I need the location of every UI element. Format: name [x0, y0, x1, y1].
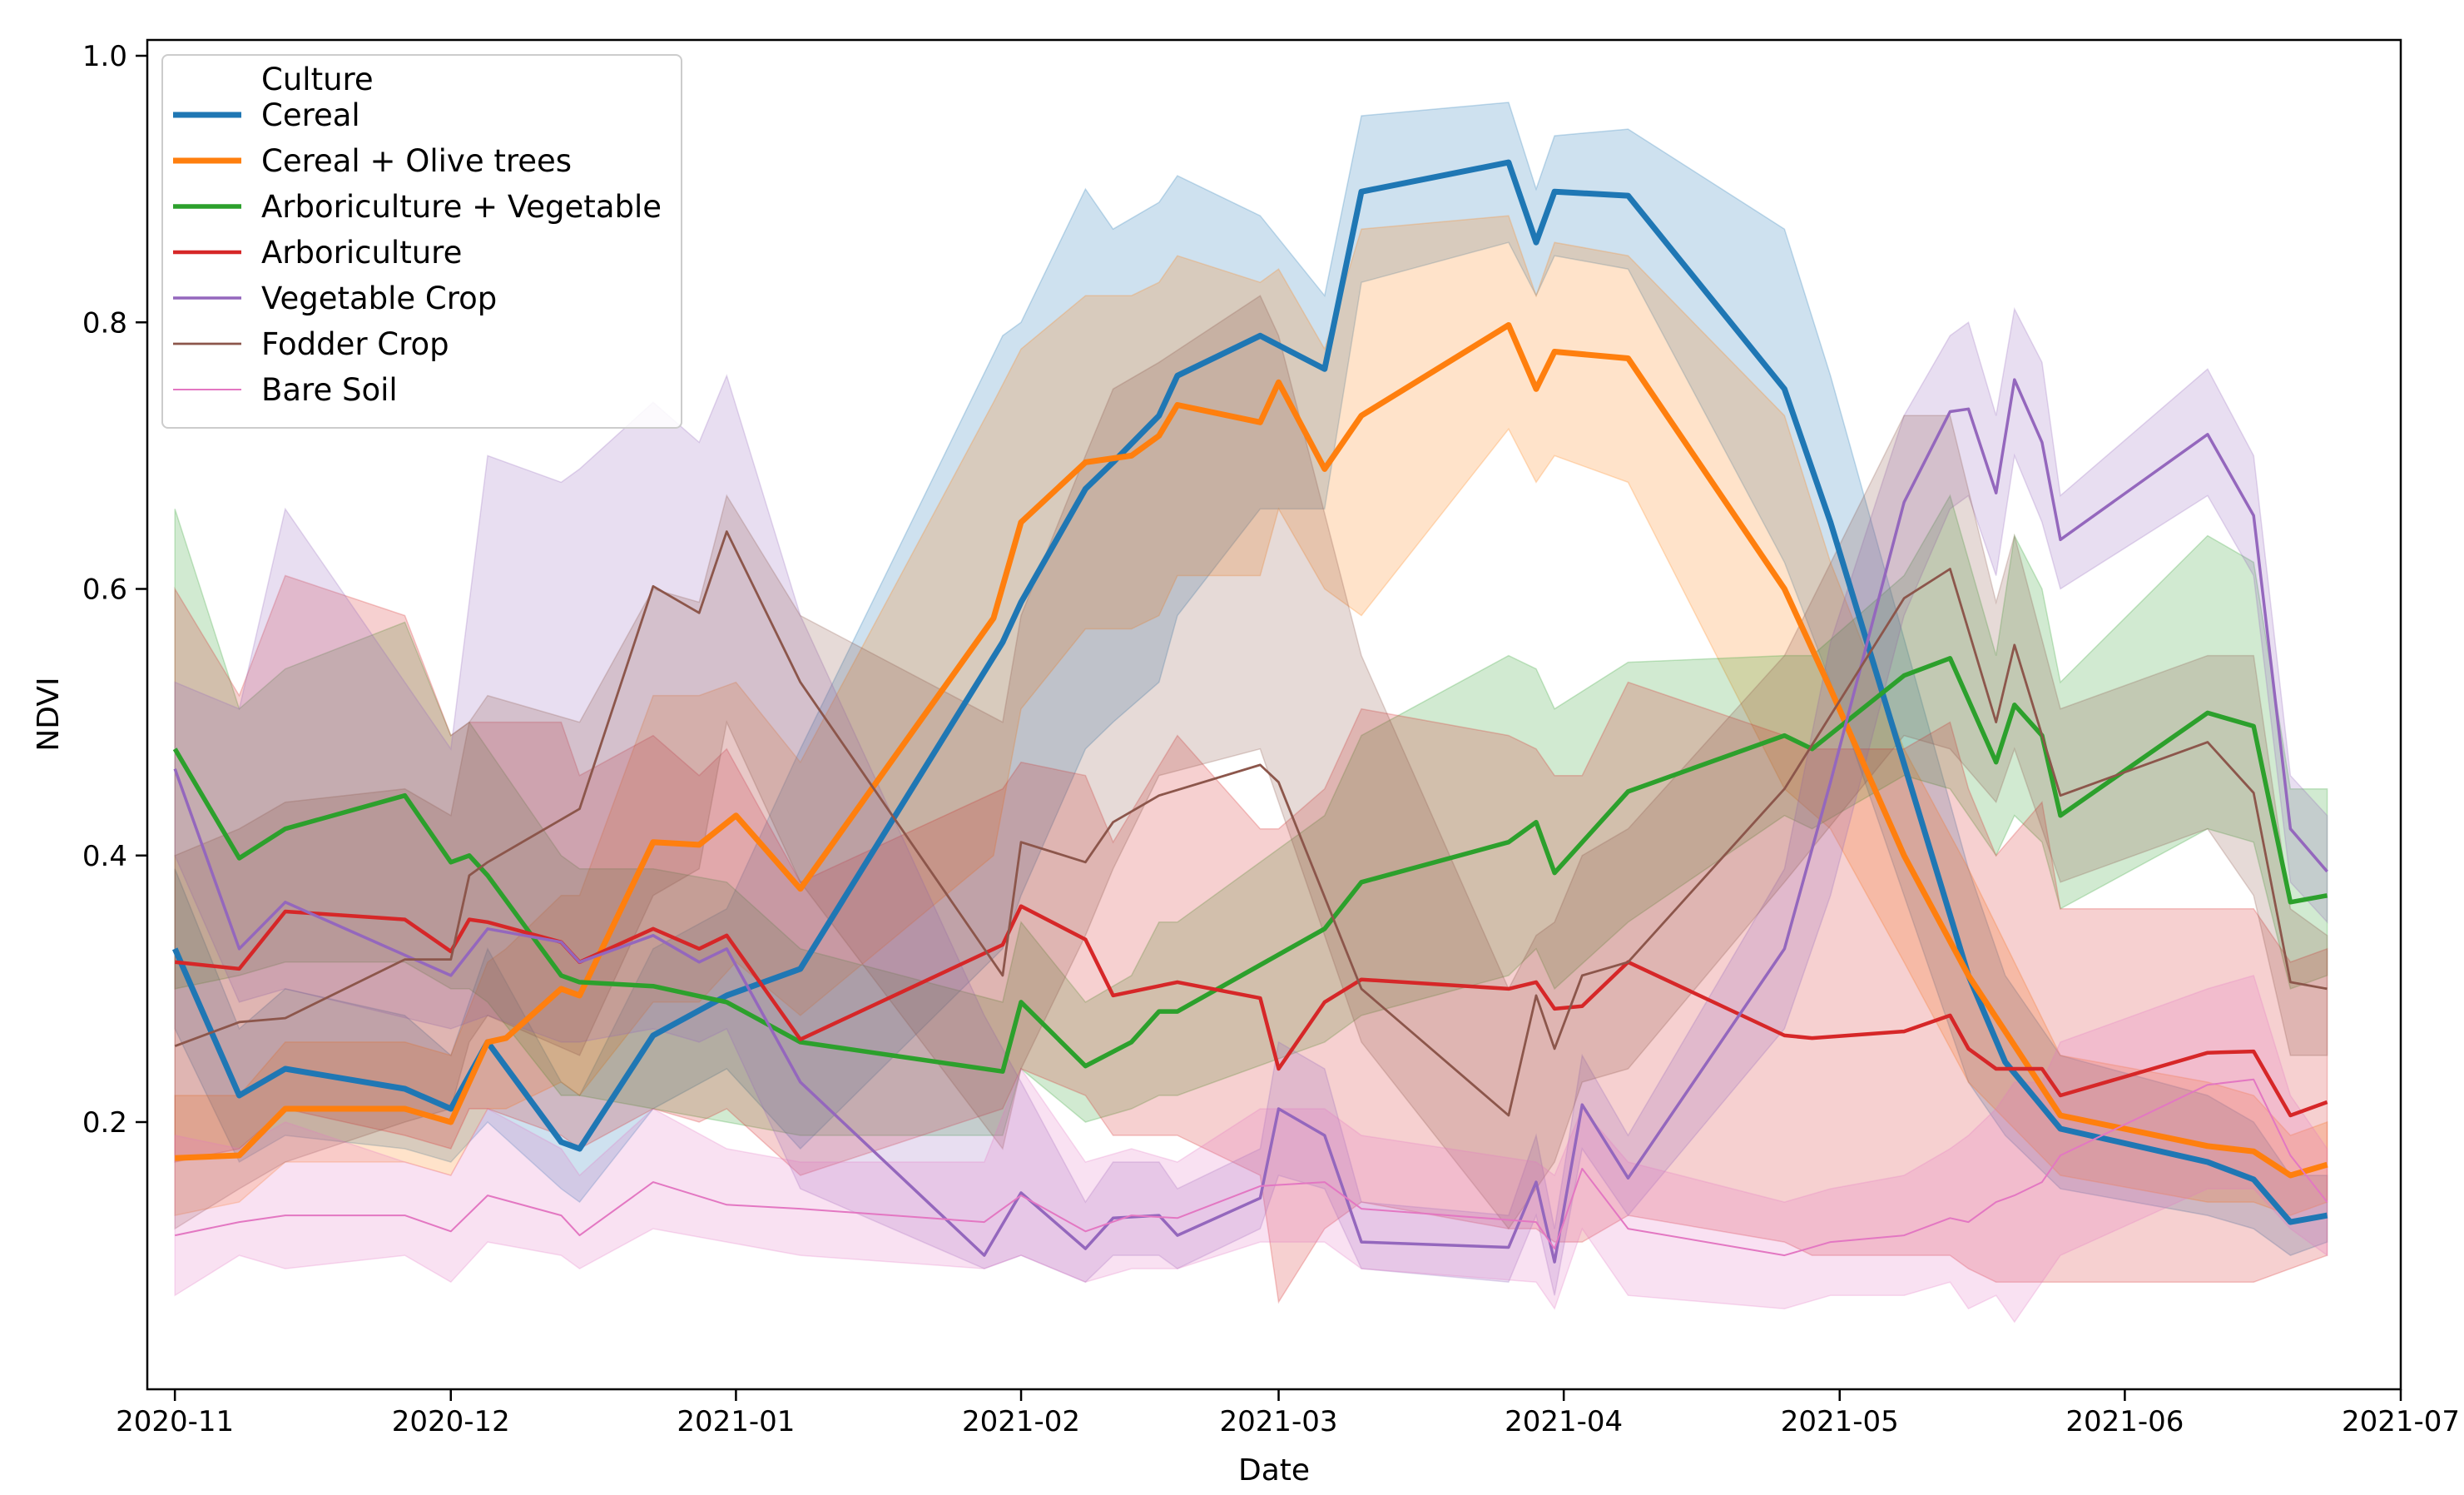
x-axis: 2020-11 2020-12 2021-01 2021-02 2021-03 2021-…: [116, 1389, 2460, 1438]
band-bare-soil: [174, 974, 2328, 1324]
legend-label-arboriculture-vegetable: Arboriculture + Vegetable: [261, 189, 662, 225]
y-tick-label: 0.2: [82, 1106, 127, 1140]
band-cereal: [174, 102, 2328, 1256]
y-tick-label: 0.8: [82, 306, 127, 340]
line-cereal: [171, 159, 2328, 1225]
x-tick-label: 2021-04: [1505, 1405, 1623, 1438]
line-vegetable-crop: [173, 378, 2328, 1264]
x-tick-label: 2021-07: [2342, 1405, 2460, 1438]
line-arboriculture-vegetable: [172, 656, 2328, 1074]
legend-label-vegetable-crop: Vegetable Crop: [261, 281, 497, 316]
legend-label-fodder-crop: Fodder Crop: [261, 326, 449, 362]
confidence-bands: [174, 102, 2328, 1324]
legend-label-cereal-olive-trees: Cereal + Olive trees: [261, 143, 572, 179]
legend-label-bare-soil: Bare Soil: [261, 372, 398, 408]
x-tick-label: 2020-11: [116, 1405, 234, 1438]
band-fodder-crop: [174, 295, 2328, 1230]
y-tick-label: 1.0: [82, 40, 127, 73]
line-fodder-crop: [174, 530, 2328, 1117]
line-bare-soil: [174, 1078, 2328, 1257]
x-tick-label: 2021-01: [677, 1405, 795, 1438]
x-axis-label: Date: [1238, 1453, 1310, 1488]
y-axis-label: NDVI: [32, 677, 66, 751]
x-tick-label: 2021-06: [2065, 1405, 2184, 1438]
line-cereal-olive-trees: [175, 322, 2328, 1179]
band-arboriculture-vegetable: [174, 494, 2328, 1136]
legend-box: [161, 54, 682, 429]
line-arboriculture: [174, 904, 2328, 1118]
x-tick-label: 2021-03: [1219, 1405, 1337, 1438]
band-arboriculture: [174, 574, 2328, 1304]
band-vegetable-crop: [174, 306, 2328, 1296]
series-lines: [171, 159, 2328, 1264]
x-tick-label: 2021-05: [1781, 1405, 1899, 1438]
y-tick-label: 0.4: [82, 840, 127, 873]
legend-title: Culture: [261, 62, 374, 97]
x-tick-label: 2020-12: [392, 1405, 510, 1438]
y-axis: 0.2 0.4 0.6 0.8 1.0: [82, 40, 147, 1140]
plot-frame: [146, 38, 2402, 1391]
legend-label-cereal: Cereal: [261, 97, 360, 133]
legend-label-arboriculture: Arboriculture: [261, 235, 462, 271]
legend: Culture Cereal Cereal + Olive trees Arbori…: [161, 54, 682, 429]
y-tick-label: 0.6: [82, 574, 127, 607]
x-tick-label: 2021-02: [962, 1405, 1080, 1438]
